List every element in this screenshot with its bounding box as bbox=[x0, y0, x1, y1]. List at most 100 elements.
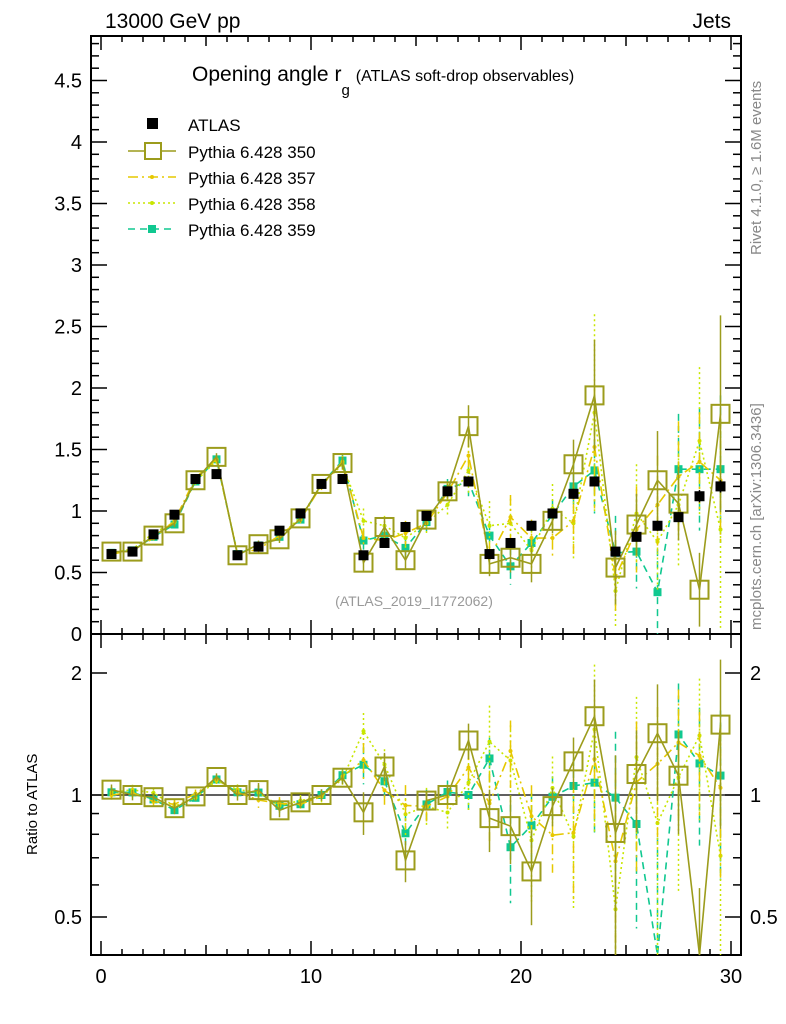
legend-label: Pythia 6.428 358 bbox=[188, 195, 316, 214]
header-process: 13000 GeV pp bbox=[105, 10, 240, 33]
y-tick-label: 2.5 bbox=[54, 317, 82, 339]
data-point bbox=[442, 486, 453, 497]
data-point bbox=[311, 785, 332, 805]
data-point bbox=[466, 453, 471, 458]
data-point bbox=[668, 765, 689, 786]
data-point bbox=[400, 521, 411, 532]
data-point bbox=[403, 803, 408, 808]
series-line bbox=[111, 457, 721, 595]
data-point bbox=[655, 821, 660, 826]
data-point bbox=[466, 468, 471, 473]
title-subscript: g bbox=[341, 82, 349, 99]
data-point bbox=[379, 537, 390, 548]
series-line bbox=[111, 412, 722, 592]
data-point bbox=[466, 765, 471, 770]
header-category: Jets bbox=[692, 10, 731, 33]
data-point bbox=[143, 525, 164, 546]
data-point bbox=[232, 550, 243, 561]
data-point bbox=[295, 508, 306, 519]
data-point bbox=[361, 518, 366, 523]
data-point bbox=[571, 830, 576, 835]
data-point bbox=[652, 520, 663, 531]
title-main: Opening angle r bbox=[192, 63, 341, 86]
data-point bbox=[374, 516, 395, 537]
data-point bbox=[395, 850, 416, 871]
data-point bbox=[127, 546, 138, 557]
data-point bbox=[695, 465, 704, 474]
data-point bbox=[401, 543, 410, 552]
data-point bbox=[610, 546, 621, 557]
data-point bbox=[416, 790, 437, 811]
data-point bbox=[550, 536, 555, 541]
data-point bbox=[143, 787, 164, 808]
legend-label: ATLAS bbox=[188, 116, 241, 135]
legend-marker-atlas bbox=[147, 118, 158, 129]
data-point bbox=[227, 785, 248, 805]
data-point bbox=[626, 764, 647, 785]
data-point bbox=[458, 416, 479, 437]
data-point bbox=[190, 474, 201, 485]
series-line bbox=[111, 446, 722, 581]
data-point bbox=[718, 527, 723, 532]
data-point bbox=[122, 541, 143, 562]
data-point bbox=[487, 523, 492, 528]
data-point bbox=[521, 861, 542, 882]
data-point bbox=[421, 510, 432, 521]
data-point bbox=[479, 808, 500, 829]
data-point bbox=[563, 454, 584, 475]
legend-marker bbox=[150, 201, 154, 205]
data-point bbox=[374, 756, 395, 777]
data-point bbox=[697, 753, 702, 758]
data-point bbox=[508, 749, 513, 754]
y-tick-label: 0.5 bbox=[54, 563, 82, 585]
data-point bbox=[101, 779, 122, 800]
y-tick-label: 4.5 bbox=[54, 71, 82, 93]
data-point bbox=[563, 751, 584, 772]
marks bbox=[101, 314, 731, 956]
data-point bbox=[521, 553, 542, 574]
data-point bbox=[500, 547, 521, 568]
data-point bbox=[550, 833, 555, 838]
data-point bbox=[403, 536, 408, 541]
data-point bbox=[248, 534, 269, 555]
data-point bbox=[500, 816, 521, 837]
chart-title: Opening angle rg (ATLAS soft-drop observa… bbox=[192, 63, 574, 99]
data-point bbox=[647, 723, 668, 744]
data-point bbox=[529, 536, 534, 541]
y-tick-label: 4 bbox=[71, 132, 82, 154]
data-point bbox=[227, 545, 248, 566]
data-point bbox=[710, 714, 731, 735]
data-point bbox=[571, 518, 576, 523]
data-point bbox=[445, 810, 450, 815]
data-point bbox=[361, 536, 366, 541]
y-tick-label: 3.5 bbox=[54, 194, 82, 216]
data-point bbox=[353, 802, 374, 823]
data-point bbox=[463, 476, 474, 487]
data-point bbox=[148, 529, 159, 540]
data-point bbox=[590, 778, 599, 787]
data-point bbox=[715, 481, 726, 492]
series-line bbox=[111, 741, 722, 862]
data-point bbox=[466, 780, 471, 785]
data-point bbox=[248, 780, 269, 801]
x-tick-label: 20 bbox=[510, 966, 532, 988]
x-tick-label: 0 bbox=[95, 966, 106, 988]
data-point bbox=[710, 403, 731, 424]
data-point bbox=[485, 754, 494, 763]
data-point bbox=[571, 834, 576, 839]
data-point bbox=[106, 549, 117, 560]
x-tick-label: 10 bbox=[300, 966, 322, 988]
data-point bbox=[584, 385, 605, 406]
data-point bbox=[253, 541, 264, 552]
data-point bbox=[631, 531, 642, 542]
ratio-tick-label-left: 1 bbox=[71, 785, 82, 807]
ratio-tick-label-left: 0.5 bbox=[54, 907, 82, 929]
data-point bbox=[694, 491, 705, 502]
data-point bbox=[361, 729, 366, 734]
title-suffix: (ATLAS soft-drop observables) bbox=[356, 68, 574, 85]
y-tick-label: 2 bbox=[71, 378, 82, 400]
data-point bbox=[695, 759, 704, 768]
data-point bbox=[673, 512, 684, 523]
